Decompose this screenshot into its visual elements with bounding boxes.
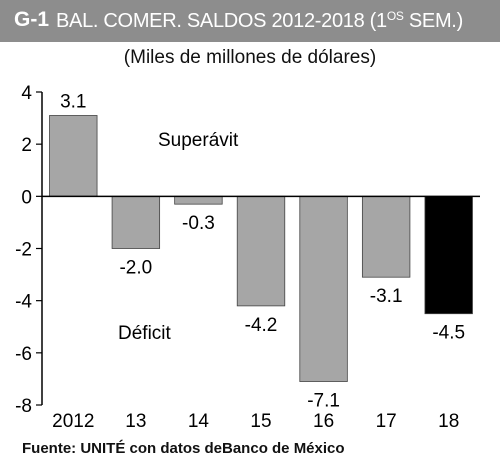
bar-17 [361,195,411,278]
data-label-16: -7.1 [307,391,340,412]
chart-subtitle: (Miles de millones de dólares) [123,47,377,68]
data-label-13: -2.0 [119,258,152,279]
bar-18 [424,195,473,315]
y-tick-label: 4 [21,83,32,104]
data-label-15: -4.2 [245,315,278,336]
data-label-2012: 3.1 [60,91,86,112]
y-tick-label: 0 [21,187,32,208]
y-tick-label: -4 [15,292,32,313]
x-tick-label: 13 [125,411,146,432]
bar-15 [236,195,286,307]
bar-14 [174,195,223,205]
y-tick-label: -8 [15,396,32,417]
data-label-14: -0.3 [182,213,215,234]
y-tick-label: 2 [21,135,32,156]
chart-code: G-1 [14,8,50,31]
chart-title: BAL. COMER. SALDOS 2012-2018 (1OS SEM.) [56,9,463,32]
chart-header: G-1 BAL. COMER. SALDOS 2012-2018 (1OS SE… [0,0,500,42]
y-tick-label: -2 [15,240,32,261]
x-tick-label: 16 [313,411,334,432]
x-tick-label: 17 [376,411,397,432]
x-tick-label: 15 [250,411,271,432]
x-tick-label: 18 [438,411,459,432]
x-tick-label: 2012 [52,411,94,432]
data-label-18: -4.5 [432,323,465,344]
y-tick-label: -6 [15,344,32,365]
bar-16 [299,195,348,382]
annotation-superavit: Superávit [158,130,239,151]
bar-2012 [49,115,98,197]
data-label-17: -3.1 [370,286,403,307]
title-superscript: OS [386,9,404,23]
annotation-deficit: Déficit [118,323,172,344]
source-note: Fuente: UNITÉ con datos deBanco de Méxic… [22,440,345,457]
bar-13 [111,195,161,249]
x-tick-label: 14 [188,411,210,432]
